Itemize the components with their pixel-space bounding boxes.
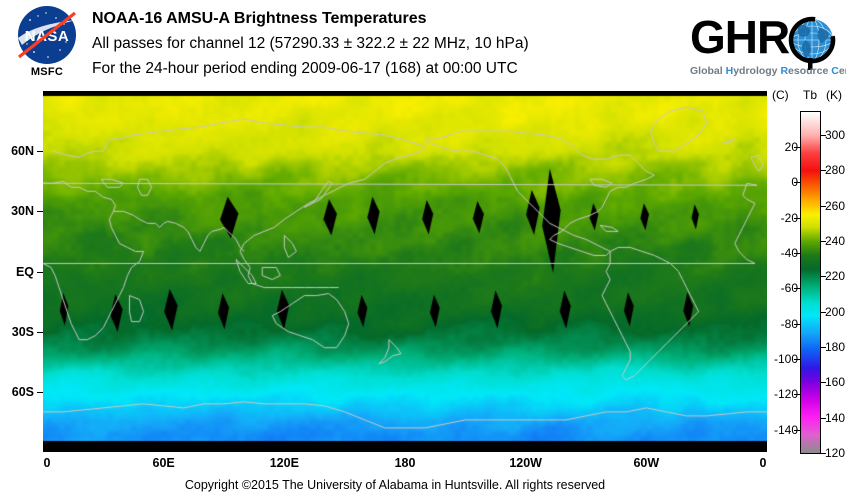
colorbar-kelvin-tick: 300 xyxy=(825,127,846,142)
latitude-tick-mark xyxy=(37,151,43,153)
colorbar-celsius-tickmark xyxy=(794,394,800,396)
colorbar-celsius-tick: -120 xyxy=(773,387,798,402)
colorbar-kelvin-tick: 220 xyxy=(825,269,846,284)
period-subtitle: For the 24-hour period ending 2009-06-17… xyxy=(92,60,518,77)
colorbar-celsius-tickmark xyxy=(794,359,800,361)
colorbar-unit-kelvin: (K) xyxy=(826,88,842,102)
colorbar-kelvin-tick: 160 xyxy=(825,375,846,390)
latitude-axis: 60N 30N EQ 30S 60S xyxy=(0,91,43,452)
colorbar-celsius-tick: -40 xyxy=(780,246,798,261)
colorbar-kelvin-tickmark xyxy=(820,417,826,419)
latitude-tick-label: 60N xyxy=(11,144,34,159)
header: NASA MSFC NOAA-16 AMSU-A Brightness Temp… xyxy=(0,0,854,90)
colorbar-gradient-bar xyxy=(800,111,821,454)
latitude-tick-mark xyxy=(37,391,43,393)
latitude-tick-mark xyxy=(37,331,43,333)
colorbar-kelvin-tickmark xyxy=(820,311,826,313)
map-raster[interactable] xyxy=(43,91,767,452)
colorbar-celsius-tick: -60 xyxy=(780,281,798,296)
colorbar-kelvin-tick: 140 xyxy=(825,410,846,425)
latitude-tick-label: 60S xyxy=(11,384,34,399)
svg-text:Global Hydrology Resource Cent: Global Hydrology Resource Center xyxy=(690,65,846,77)
longitude-tick-label: 0 xyxy=(759,456,767,470)
colorbar-kelvin-tickmark xyxy=(820,240,826,242)
colorbar-celsius-tickmark xyxy=(794,182,800,184)
colorbar-kelvin-tickmark xyxy=(820,453,826,454)
colorbar-celsius-tickmark xyxy=(794,429,800,431)
latitude-tick-mark xyxy=(37,211,43,213)
svg-text:GHR: GHR xyxy=(690,11,790,63)
longitude-tick-label: 120W xyxy=(509,456,542,470)
latitude-tick-mark xyxy=(37,271,43,273)
longitude-tick-label: 180 xyxy=(394,456,416,470)
title-block: NOAA-16 AMSU-A Brightness Temperatures A… xyxy=(92,6,672,81)
colorbar-celsius-tickmark xyxy=(794,253,800,255)
longitude-tick-label: 120E xyxy=(269,456,299,470)
latitude-tick-label: 30N xyxy=(11,204,34,219)
channel-subtitle: All passes for channel 12 (57290.33 ± 32… xyxy=(92,35,529,52)
colorbar-celsius-tickmark xyxy=(794,147,800,149)
colorbar-kelvin-tick: 280 xyxy=(825,163,846,178)
longitude-tick-label: 60E xyxy=(152,456,175,470)
colorbar-kelvin-tick: 200 xyxy=(825,304,846,319)
colorbar-kelvin-tick: 240 xyxy=(825,233,846,248)
nasa-logo: NASA xyxy=(12,4,82,86)
colorbar-celsius-tickmark xyxy=(794,323,800,325)
colorbar-celsius-tick: 20 xyxy=(784,140,798,155)
colorbar-celsius-tickmark xyxy=(794,288,800,290)
nasa-center-label: MSFC xyxy=(30,66,64,78)
colorbar-kelvin-tick: 260 xyxy=(825,198,846,213)
colorbar-kelvin-tickmark xyxy=(820,205,826,207)
page-title: NOAA-16 AMSU-A Brightness Temperatures xyxy=(92,10,427,27)
colorbar: (C) Tb (K) 300 280 260 240 220 200 180 160 140 12… xyxy=(770,88,854,468)
colorbar-kelvin-tickmark xyxy=(820,346,826,348)
latitude-tick-label: 30S xyxy=(11,324,34,339)
longitude-tick-label: 60W xyxy=(633,456,660,470)
colorbar-celsius-tickmark xyxy=(794,217,800,219)
colorbar-kelvin-tickmark xyxy=(820,382,826,384)
colorbar-celsius-tick: -100 xyxy=(773,352,798,367)
colorbar-celsius-tick: -80 xyxy=(780,316,798,331)
colorbar-kelvin-tick: 180 xyxy=(825,339,846,354)
latitude-tick-label: EQ xyxy=(15,264,34,279)
colorbar-kelvin-tick: 120 xyxy=(825,446,846,460)
colorbar-celsius-tick: -140 xyxy=(773,422,798,437)
colorbar-kelvin-tickmark xyxy=(820,276,826,278)
colorbar-unit-celsius: (C) xyxy=(772,88,789,102)
longitude-tick-label: 0 xyxy=(43,456,51,470)
copyright-notice: Copyright ©2015 The University of Alabam… xyxy=(184,478,606,492)
colorbar-gradient-canvas xyxy=(801,112,820,453)
colorbar-variable-label: Tb xyxy=(803,88,818,102)
ghrc-logo: GHR Global Hydrology Resource Center xyxy=(688,6,846,80)
brightness-temperature-map[interactable] xyxy=(43,91,767,452)
colorbar-kelvin-tickmark xyxy=(820,170,826,172)
colorbar-celsius-tick: -20 xyxy=(780,210,798,225)
colorbar-kelvin-tickmark xyxy=(820,134,826,136)
longitude-axis: 0 60E 120E 180 120W 60W 0 xyxy=(43,452,767,478)
